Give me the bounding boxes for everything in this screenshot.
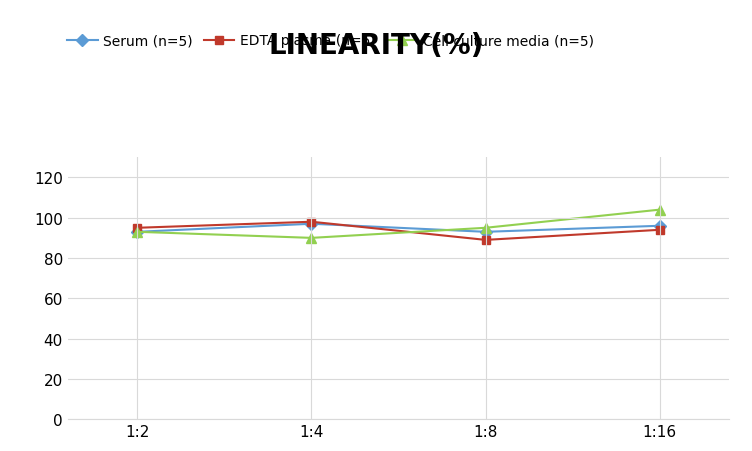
Serum (n=5) <box>307 221 316 227</box>
Serum (n=5) <box>655 224 664 229</box>
Line: EDTA plasma (n=5): EDTA plasma (n=5) <box>133 218 664 244</box>
Serum (n=5) <box>481 230 490 235</box>
Line: Serum (n=5): Serum (n=5) <box>133 220 664 236</box>
Cell culture media (n=5) <box>481 226 490 231</box>
Cell culture media (n=5) <box>307 235 316 241</box>
EDTA plasma (n=5) <box>481 238 490 243</box>
Text: LINEARITY(%): LINEARITY(%) <box>268 32 484 60</box>
Cell culture media (n=5) <box>133 230 142 235</box>
EDTA plasma (n=5) <box>655 228 664 233</box>
Serum (n=5) <box>133 230 142 235</box>
Cell culture media (n=5) <box>655 207 664 213</box>
EDTA plasma (n=5) <box>133 226 142 231</box>
Line: Cell culture media (n=5): Cell culture media (n=5) <box>132 205 665 243</box>
Legend: Serum (n=5), EDTA plasma (n=5), Cell culture media (n=5): Serum (n=5), EDTA plasma (n=5), Cell cul… <box>62 29 599 54</box>
EDTA plasma (n=5) <box>307 220 316 225</box>
